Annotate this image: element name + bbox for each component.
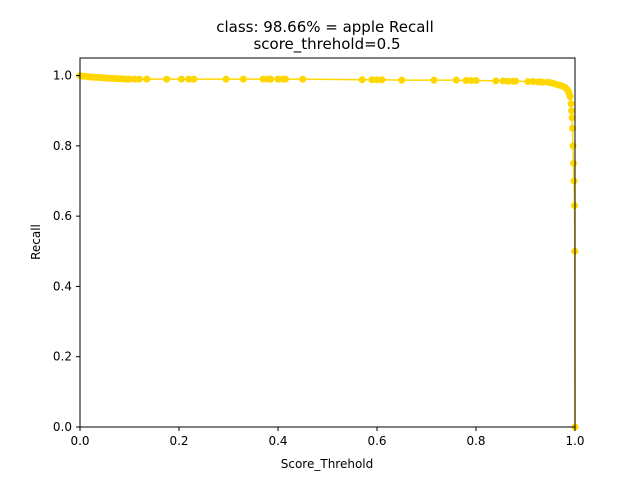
x-tick-label: 0.2 <box>169 434 188 448</box>
data-point <box>267 75 275 83</box>
data-point <box>504 77 512 85</box>
plot-frame <box>79 57 576 428</box>
data-point <box>259 75 267 83</box>
data-point <box>135 75 143 83</box>
x-tick-label: 1.0 <box>565 434 584 448</box>
data-point <box>452 76 460 84</box>
y-tick-label: 0.6 <box>53 209 72 223</box>
x-tick-label: 0.0 <box>70 434 89 448</box>
x-tick-label: 0.6 <box>367 434 386 448</box>
y-tick-label: 0.2 <box>53 350 72 364</box>
x-axis: 0.0 0.2 0.4 0.6 0.8 1.0 <box>70 427 585 448</box>
data-point <box>570 159 578 167</box>
data-point <box>462 76 470 84</box>
data-point <box>467 76 475 84</box>
data-point <box>274 75 282 83</box>
data-point <box>190 75 198 83</box>
data-point <box>512 77 520 85</box>
data-point <box>472 76 480 84</box>
data-point <box>239 75 247 83</box>
data-point <box>539 78 547 86</box>
x-tick-label: 0.8 <box>466 434 485 448</box>
data-point <box>281 75 289 83</box>
data-point <box>567 100 575 108</box>
data-point <box>143 75 151 83</box>
y-tick-label: 0.0 <box>53 420 72 434</box>
y-axis-label: Recall <box>29 224 43 260</box>
y-axis: 0.0 0.2 0.4 0.6 0.8 1.0 <box>53 69 80 434</box>
x-axis-label: Score_Threhold <box>281 457 374 471</box>
data-point <box>430 76 438 84</box>
data-point <box>529 78 537 86</box>
data-point <box>569 124 577 132</box>
data-point <box>568 107 576 115</box>
y-tick-label: 0.8 <box>53 139 72 153</box>
chart-subtitle: score_threhold=0.5 <box>253 35 400 54</box>
data-point <box>130 75 138 83</box>
data-point <box>185 75 193 83</box>
data-point <box>398 76 406 84</box>
series-line <box>79 74 576 428</box>
data-point <box>568 114 576 122</box>
series-layer <box>76 72 579 431</box>
y-tick-label: 0.4 <box>53 279 72 293</box>
chart-title: class: 98.66% = apple Recall <box>216 18 434 36</box>
data-point <box>163 75 171 83</box>
data-point <box>492 77 500 85</box>
data-point <box>177 75 185 83</box>
data-point <box>566 93 574 101</box>
data-point <box>378 76 386 84</box>
data-point <box>126 75 133 83</box>
data-point <box>524 78 532 86</box>
data-point <box>368 76 376 84</box>
data-point <box>358 76 366 84</box>
y-tick-label: 1.0 <box>53 69 72 83</box>
data-point <box>373 76 381 84</box>
data-point <box>570 177 578 185</box>
data-point <box>299 75 307 83</box>
data-point <box>222 75 230 83</box>
data-point <box>499 77 507 85</box>
x-tick-label: 0.4 <box>268 434 287 448</box>
